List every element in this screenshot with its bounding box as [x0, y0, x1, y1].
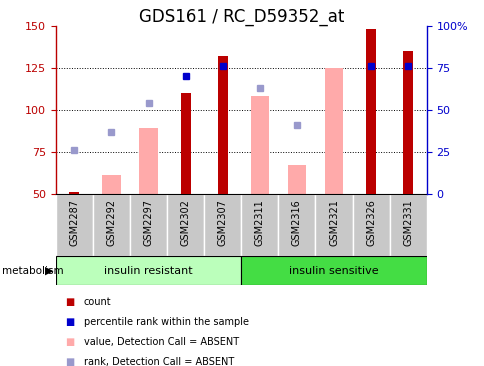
- Text: GSM2302: GSM2302: [180, 199, 190, 246]
- Bar: [130, 194, 166, 256]
- Bar: [69, 192, 79, 194]
- Bar: [250, 96, 269, 194]
- Text: ■: ■: [65, 357, 75, 366]
- Bar: [365, 29, 376, 194]
- Text: value, Detection Call = ABSENT: value, Detection Call = ABSENT: [84, 337, 239, 347]
- Text: GSM2287: GSM2287: [69, 199, 79, 246]
- Bar: [56, 256, 241, 285]
- Text: GSM2297: GSM2297: [143, 199, 153, 246]
- Text: metabolism: metabolism: [2, 266, 64, 276]
- Bar: [287, 165, 305, 194]
- Bar: [352, 194, 389, 256]
- Bar: [56, 194, 93, 256]
- Text: ■: ■: [65, 337, 75, 347]
- Bar: [402, 51, 412, 194]
- Text: GSM2292: GSM2292: [106, 199, 116, 246]
- Bar: [241, 194, 278, 256]
- Bar: [315, 194, 352, 256]
- Bar: [241, 256, 426, 285]
- Text: ■: ■: [65, 317, 75, 327]
- Bar: [217, 56, 227, 194]
- Text: rank, Detection Call = ABSENT: rank, Detection Call = ABSENT: [84, 357, 234, 366]
- Text: count: count: [84, 297, 111, 307]
- Text: ▶: ▶: [45, 266, 53, 276]
- Bar: [204, 194, 241, 256]
- Text: insulin sensitive: insulin sensitive: [288, 266, 378, 276]
- Text: insulin resistant: insulin resistant: [104, 266, 193, 276]
- Text: ■: ■: [65, 297, 75, 307]
- Bar: [278, 194, 315, 256]
- Text: GSM2321: GSM2321: [328, 199, 338, 246]
- Text: GSM2311: GSM2311: [254, 199, 264, 246]
- Bar: [389, 194, 426, 256]
- Bar: [166, 194, 204, 256]
- Text: GSM2307: GSM2307: [217, 199, 227, 246]
- Bar: [139, 128, 157, 194]
- Text: GSM2326: GSM2326: [365, 199, 376, 246]
- Bar: [102, 175, 121, 194]
- Text: GSM2316: GSM2316: [291, 199, 302, 246]
- Bar: [93, 194, 130, 256]
- Bar: [180, 93, 190, 194]
- Title: GDS161 / RC_D59352_at: GDS161 / RC_D59352_at: [138, 8, 343, 26]
- Text: percentile rank within the sample: percentile rank within the sample: [84, 317, 248, 327]
- Text: GSM2331: GSM2331: [402, 199, 412, 246]
- Bar: [324, 68, 343, 194]
